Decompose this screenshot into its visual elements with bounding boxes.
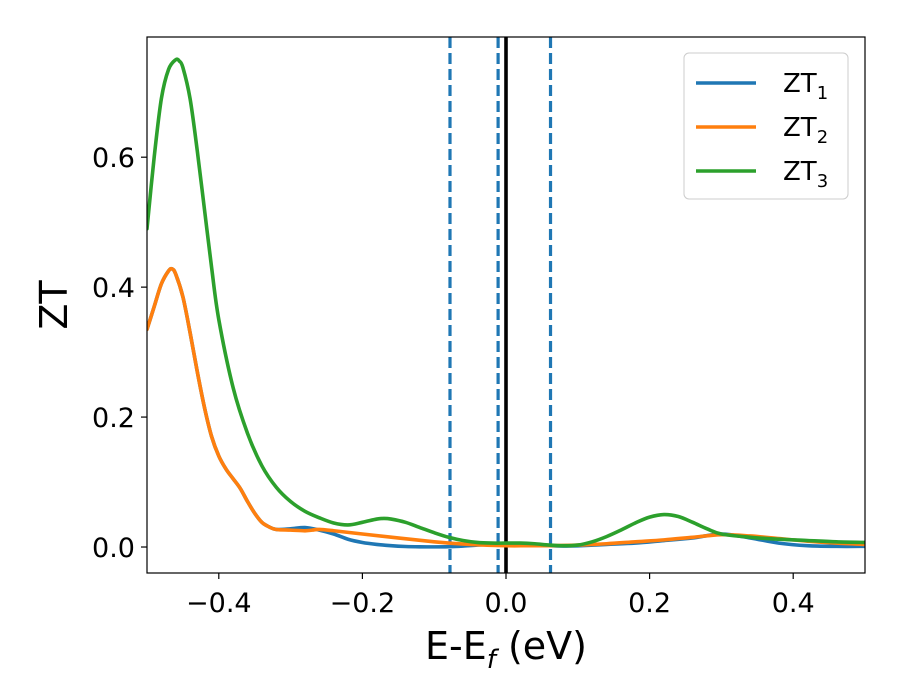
y-axis-label: ZT bbox=[32, 280, 76, 330]
x-tick-label: 0.0 bbox=[485, 588, 528, 619]
x-axis-label: E-Ef (eV) bbox=[425, 624, 587, 675]
x-tick-label: −0.2 bbox=[330, 588, 396, 619]
x-tick-label: 0.4 bbox=[772, 588, 815, 619]
fermi-level-markers bbox=[448, 37, 553, 573]
series-line-zt3 bbox=[147, 57, 865, 548]
y-tick-label: 0.4 bbox=[92, 273, 135, 304]
y-tick-label: 0.6 bbox=[92, 143, 135, 174]
series-lines bbox=[147, 57, 865, 549]
legend-label-zt3: ZT3 bbox=[783, 157, 828, 192]
legend: ZT1 ZT2 ZT3 bbox=[683, 52, 849, 200]
legend-label-zt2: ZT2 bbox=[783, 113, 828, 148]
x-axis: −0.4 −0.2 0.0 0.2 0.4 bbox=[186, 573, 815, 619]
y-tick-label: 0.2 bbox=[92, 403, 135, 434]
legend-label-zt1: ZT1 bbox=[783, 69, 828, 104]
y-axis: 0.0 0.2 0.4 0.6 bbox=[92, 143, 147, 564]
series-line-zt2 bbox=[147, 266, 865, 548]
x-tick-label: −0.4 bbox=[186, 588, 252, 619]
legend-box bbox=[683, 52, 849, 200]
x-tick-label: 0.2 bbox=[628, 588, 671, 619]
y-tick-label: 0.0 bbox=[92, 533, 135, 564]
